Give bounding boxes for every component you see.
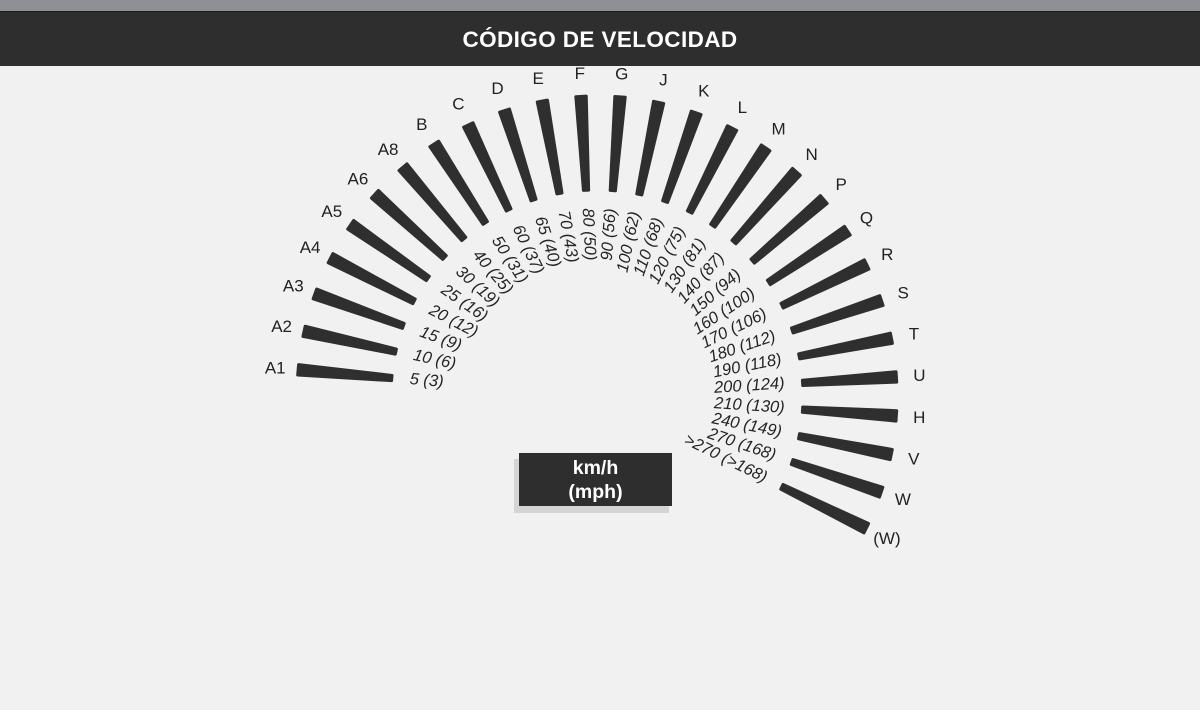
tick-mark xyxy=(730,166,802,246)
tick-mark xyxy=(800,405,899,423)
speed-code-label: A2 xyxy=(271,317,292,336)
speed-code-label: G xyxy=(615,66,628,83)
tick-mark xyxy=(574,94,591,192)
speed-code-label: V xyxy=(908,450,920,469)
speed-value-label: 200 (124) xyxy=(713,374,786,397)
header-bar: CÓDIGO DE VELOCIDAD xyxy=(0,11,1200,67)
tick-mark xyxy=(301,324,398,356)
tick-mark xyxy=(397,162,468,243)
tick-mark xyxy=(749,194,829,265)
tick-mark xyxy=(296,363,394,383)
tick-mark xyxy=(800,370,899,387)
speed-value-label: 90 (56) xyxy=(598,208,620,262)
tick-mark xyxy=(709,143,772,229)
speed-code-label: L xyxy=(738,98,747,117)
tick-mark xyxy=(661,109,703,204)
speed-code-label: R xyxy=(881,245,893,264)
tick-mark xyxy=(685,124,739,215)
speed-code-label: (W) xyxy=(873,529,900,548)
tick-mark xyxy=(765,224,852,287)
tick-mark xyxy=(535,98,564,196)
tick-mark xyxy=(797,432,894,462)
speed-code-label: A1 xyxy=(265,358,286,377)
speed-code-label: N xyxy=(806,145,818,164)
tick-marks-group xyxy=(296,94,899,535)
speed-code-label: A4 xyxy=(300,238,321,257)
speed-rating-gauge: A1 A2 A3 A4 A5 A6 A8 B C D E F G J K L M N P Q R S T U H V W (W) 5 … xyxy=(0,66,1200,710)
tick-mark xyxy=(789,458,885,499)
tick-mark xyxy=(789,294,885,335)
tick-mark xyxy=(779,482,871,535)
center-unit-badge: km/h (mph) xyxy=(519,453,672,506)
page-title: CÓDIGO DE VELOCIDAD xyxy=(462,26,738,52)
speed-code-label: A3 xyxy=(283,277,304,296)
speed-value-label: 210 (130) xyxy=(713,394,786,417)
unit-kmh: km/h xyxy=(572,456,619,479)
tick-mark xyxy=(369,188,448,261)
speed-code-label: W xyxy=(895,490,911,509)
speed-code-label: C xyxy=(452,95,464,114)
speed-value-label: 80 (50) xyxy=(579,208,600,261)
speed-code-label: U xyxy=(913,366,925,385)
speed-code-label: D xyxy=(491,79,503,98)
tick-mark xyxy=(608,94,627,193)
tick-mark xyxy=(346,219,431,283)
tick-mark xyxy=(428,139,489,226)
speed-code-label: Q xyxy=(860,208,873,227)
tick-mark xyxy=(326,252,417,306)
tick-mark xyxy=(462,121,513,213)
tick-mark xyxy=(779,258,871,310)
speed-code-label: E xyxy=(532,69,543,88)
speed-code-label: A6 xyxy=(348,169,369,188)
speed-code-label: A5 xyxy=(321,202,342,221)
unit-mph: (mph) xyxy=(568,480,623,503)
speed-code-label: B xyxy=(416,115,427,134)
speed-code-label: K xyxy=(698,82,710,101)
speed-code-label: J xyxy=(659,70,668,89)
speed-code-label: A8 xyxy=(378,140,399,159)
tick-mark xyxy=(797,331,894,361)
speed-code-label: H xyxy=(913,408,925,427)
tick-mark xyxy=(498,107,538,203)
tick-mark xyxy=(635,99,666,197)
tick-mark xyxy=(311,287,406,330)
speed-labels-group: 5 (3)10 (6)15 (9)20 (12)25 (16)30 (19)40… xyxy=(409,208,785,487)
speed-value-label: 5 (3) xyxy=(409,370,444,391)
speed-code-label: T xyxy=(909,324,919,343)
speed-code-label: P xyxy=(835,175,846,194)
speed-code-label: M xyxy=(771,119,785,138)
speed-code-label: F xyxy=(575,66,585,83)
top-gray-strip xyxy=(0,0,1200,11)
speed-code-label: S xyxy=(898,284,909,303)
